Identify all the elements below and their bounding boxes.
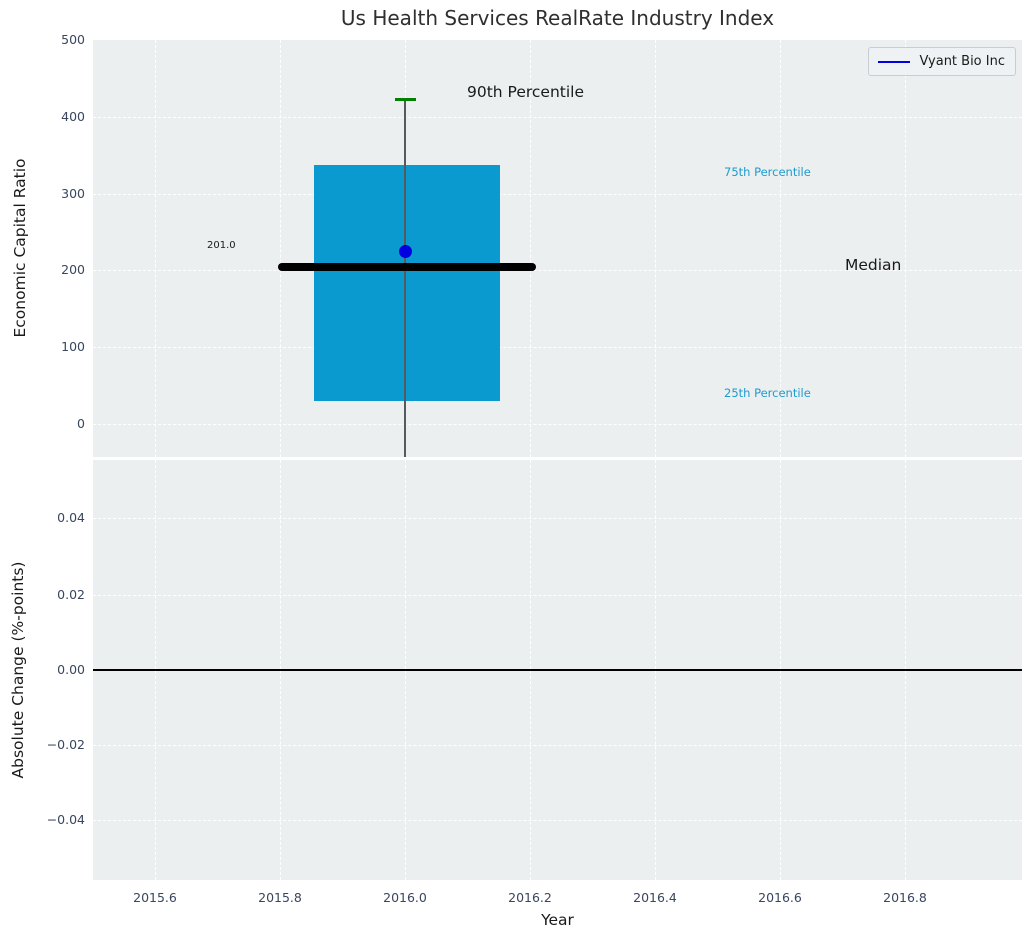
gridline bbox=[93, 745, 1022, 746]
median-line bbox=[278, 263, 536, 271]
gridline bbox=[93, 194, 1022, 195]
ytick-label: 0.00 bbox=[57, 662, 85, 677]
p25-label: 25th Percentile bbox=[724, 386, 811, 400]
interquartile-box bbox=[314, 165, 500, 401]
chart-title: Us Health Services RealRate Industry Ind… bbox=[340, 6, 775, 30]
gridline bbox=[280, 40, 281, 457]
ytick-label: −0.02 bbox=[46, 737, 85, 752]
top-y-axis-label: Economic Capital Ratio bbox=[11, 158, 29, 338]
xtick-label: 2016.6 bbox=[758, 890, 802, 905]
gridline bbox=[93, 820, 1022, 821]
gridline bbox=[655, 40, 656, 457]
p90-whisker-cap bbox=[395, 98, 416, 101]
ytick-label: −0.04 bbox=[46, 812, 85, 827]
p90-label: 90th Percentile bbox=[467, 83, 585, 101]
gridline bbox=[905, 40, 906, 457]
ytick-label: 0 bbox=[77, 416, 85, 431]
p75-label: 75th Percentile bbox=[724, 165, 811, 179]
company-data-point bbox=[399, 245, 412, 258]
ytick-label: 200 bbox=[61, 262, 85, 277]
zero-change-line bbox=[93, 669, 1022, 671]
ytick-label: 0.04 bbox=[57, 510, 85, 525]
xtick-label: 2016.4 bbox=[633, 890, 677, 905]
median-label: Median bbox=[845, 256, 902, 274]
gridline bbox=[530, 40, 531, 457]
gridline bbox=[93, 595, 1022, 596]
legend: Vyant Bio Inc bbox=[868, 47, 1016, 76]
ytick-label: 300 bbox=[61, 186, 85, 201]
gridline bbox=[780, 40, 781, 457]
whisker-line bbox=[404, 100, 406, 457]
ytick-label: 100 bbox=[61, 339, 85, 354]
bottom-axes bbox=[93, 460, 1022, 880]
xtick-label: 2016.0 bbox=[383, 890, 427, 905]
gridline bbox=[93, 518, 1022, 519]
x-axis-label: Year bbox=[541, 911, 574, 929]
median-value-annotation: 201.0 bbox=[207, 240, 236, 251]
ytick-label: 0.02 bbox=[57, 587, 85, 602]
ytick-label: 500 bbox=[61, 32, 85, 47]
xtick-label: 2015.8 bbox=[258, 890, 302, 905]
gridline bbox=[93, 117, 1022, 118]
xtick-label: 2016.2 bbox=[508, 890, 552, 905]
gridline bbox=[93, 347, 1022, 348]
gridline bbox=[93, 270, 1022, 271]
gridline bbox=[93, 424, 1022, 425]
legend-label: Vyant Bio Inc bbox=[919, 54, 1005, 69]
legend-line-swatch bbox=[878, 60, 911, 63]
gridline bbox=[155, 40, 156, 457]
ytick-label: 400 bbox=[61, 109, 85, 124]
bottom-y-axis-label: Absolute Change (%-points) bbox=[9, 561, 27, 779]
xtick-label: 2016.8 bbox=[883, 890, 927, 905]
xtick-label: 2015.6 bbox=[133, 890, 177, 905]
top-axes: 201.0 90th Percentile 75th Percentile Me… bbox=[93, 40, 1022, 457]
